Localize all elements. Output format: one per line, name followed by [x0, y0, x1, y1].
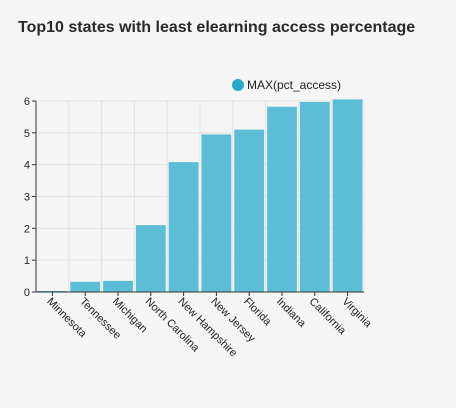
y-axis: 0 1 2 3 4 5 6 [24, 96, 37, 299]
y-tick-label: 3 [24, 192, 30, 204]
x-tick-label: Indiana [274, 296, 309, 331]
bar-florida [234, 129, 265, 292]
legend-marker[interactable] [232, 79, 244, 91]
y-tick-label: 6 [24, 96, 30, 108]
bar-indiana [267, 106, 297, 292]
y-tick-label: 4 [24, 160, 30, 172]
y-tick-label: 1 [24, 255, 30, 267]
bars [37, 99, 363, 293]
bar-tennessee [70, 281, 101, 292]
bar-virginia [332, 99, 363, 293]
y-tick-label: 0 [24, 287, 30, 299]
y-tick-label: 2 [24, 223, 30, 235]
legend-label[interactable]: MAX(pct_access) [247, 78, 341, 92]
bar-new-jersey [201, 134, 232, 292]
bar-california [299, 101, 330, 292]
legend[interactable]: MAX(pct_access) [232, 78, 341, 92]
x-tick-label: New Hampshire [175, 296, 239, 360]
bar-michigan [103, 280, 133, 292]
y-tick-label: 5 [24, 128, 30, 140]
bar-north-carolina [135, 225, 166, 292]
bar-new-hampshire [168, 162, 199, 292]
chart-title: Top10 states with least elearning access… [18, 19, 416, 36]
